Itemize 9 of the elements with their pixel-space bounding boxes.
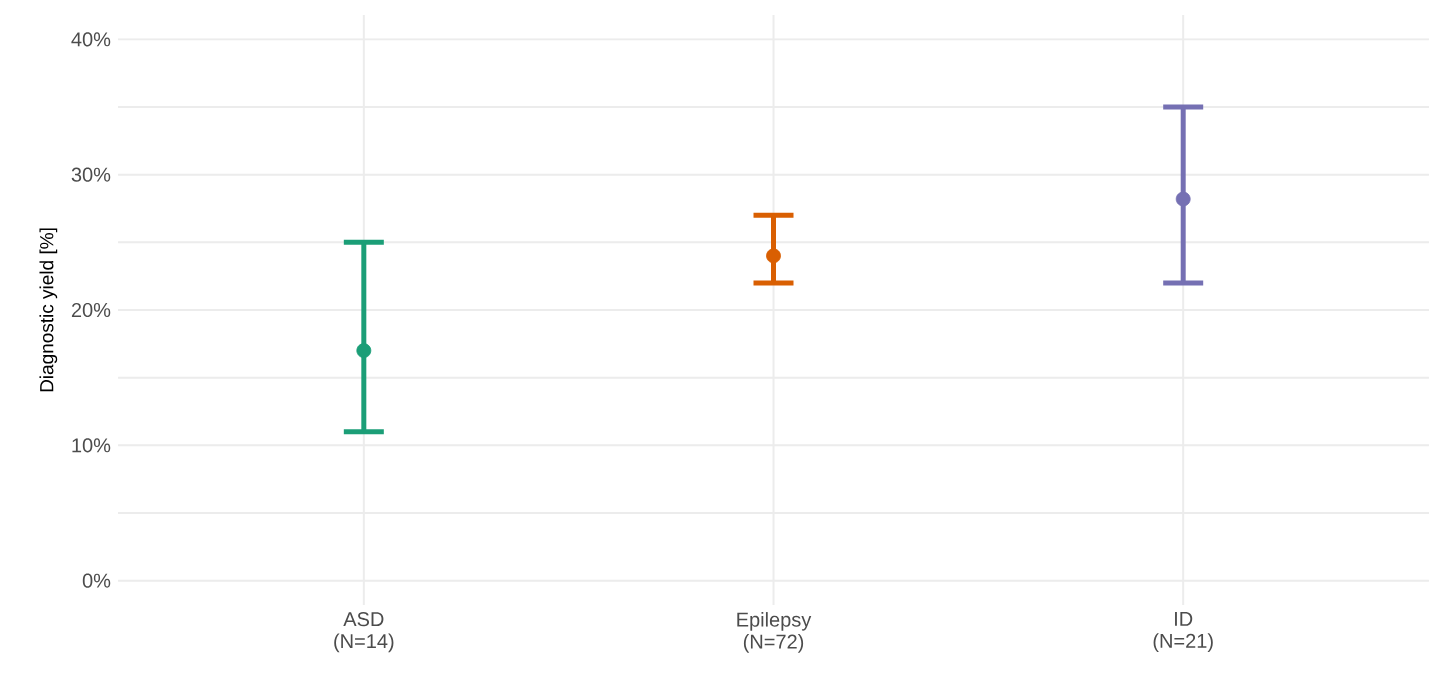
- y-tick-label: 0%: [82, 573, 111, 588]
- y-axis-title: Diagnostic yield [%]: [39, 228, 58, 392]
- y-tick-label: 40%: [71, 32, 111, 47]
- y-tick-label: 20%: [71, 302, 111, 318]
- x-tick-label: ASD (N=14): [334, 612, 394, 653]
- x-tick-label: Epilepsy (N=72): [737, 612, 812, 653]
- y-tick-label: 30%: [71, 167, 111, 182]
- y-tick-label: 10%: [72, 438, 111, 453]
- x-tick-label: ID (N=21): [1153, 612, 1213, 652]
